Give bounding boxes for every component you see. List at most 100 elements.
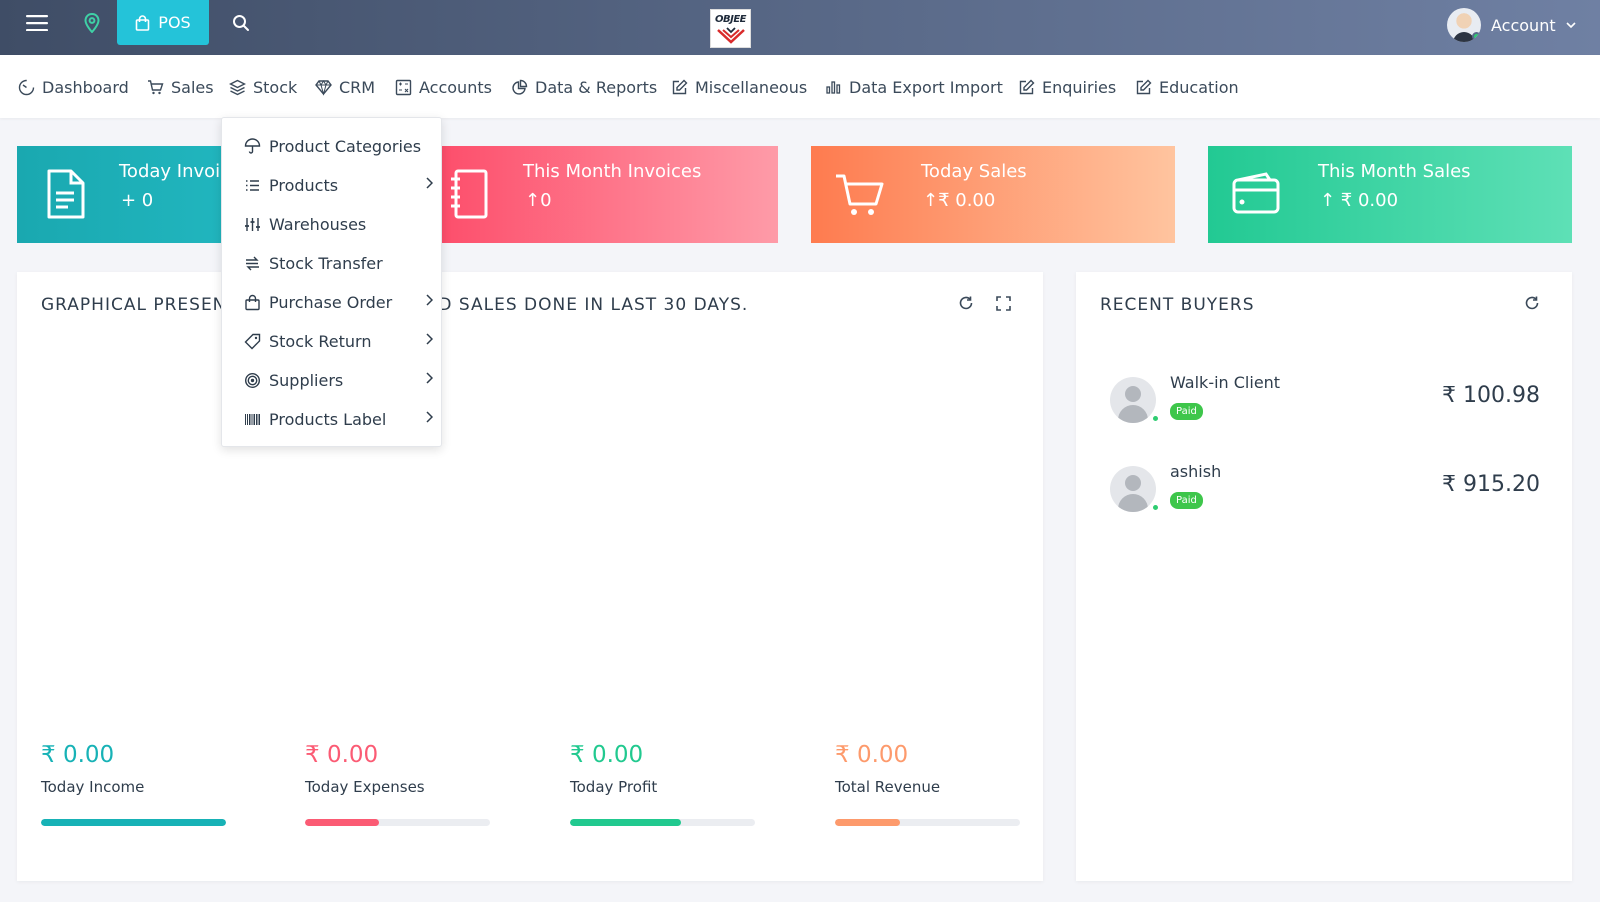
edit-icon (1019, 79, 1035, 94)
card-today-sales: Today Sales ↑₹ 0.00 (811, 146, 1175, 243)
search-icon[interactable] (226, 0, 256, 45)
umbrella-icon (244, 137, 261, 154)
sliders-icon (245, 217, 260, 231)
online-status-dot (1472, 32, 1481, 41)
nav-item-miscellaneous[interactable]: Miscellaneous (671, 75, 807, 99)
calculator-icon (395, 79, 412, 95)
buyer-name: ashish (1170, 462, 1222, 481)
refresh-icon[interactable] (955, 292, 977, 314)
account-label: Account (1491, 15, 1556, 35)
nav-label: Education (1159, 77, 1239, 97)
nav-item-data-export-import[interactable]: Data Export Import (825, 75, 1003, 99)
buyer-name: Walk-in Client (1170, 373, 1281, 392)
chevron-down-icon (1566, 21, 1576, 28)
menu-item-products-label[interactable]: Products Label (244, 407, 439, 431)
menu-label: Products Label (269, 409, 387, 429)
stat-today-profit: ₹ 0.00 Today Profit (570, 742, 755, 826)
card-value: + 0 (121, 190, 154, 211)
hamburger-menu-icon[interactable] (20, 0, 54, 45)
stat-value: ₹ 0.00 (570, 742, 644, 768)
chevron-right-icon (426, 372, 433, 384)
recent-buyers-panel: Recent Buyers Walk-in Client Paid ₹ 100.… (1076, 272, 1572, 881)
chevron-right-icon (426, 177, 433, 189)
progress-bar (570, 819, 755, 826)
logo-text: OBJEE (714, 13, 747, 25)
card-title: This Month Invoices (523, 161, 702, 182)
location-pin-icon[interactable] (76, 0, 108, 45)
stat-label: Today Expenses (305, 778, 425, 796)
account-menu[interactable]: Account (1447, 7, 1576, 43)
card-value: ↑ ₹ 0.00 (1320, 190, 1399, 211)
chevron-right-icon (426, 411, 433, 423)
stock-dropdown-menu: Product Categories Products Warehouses S… (221, 117, 442, 447)
bar-chart-icon (826, 80, 841, 94)
progress-fill (570, 819, 681, 826)
edit-icon (1136, 79, 1152, 94)
document-icon (47, 169, 85, 219)
stat-value: ₹ 0.00 (305, 742, 379, 768)
menu-item-stock-transfer[interactable]: Stock Transfer (244, 251, 439, 275)
card-title: Today Invoices (119, 161, 251, 182)
nav-item-stock[interactable]: Stock (229, 75, 297, 99)
notebook-icon (451, 169, 488, 219)
menu-label: Suppliers (269, 370, 344, 390)
avatar (1110, 466, 1156, 512)
barcode-icon (245, 413, 260, 425)
progress-fill (835, 819, 900, 826)
nav-item-data-reports[interactable]: Data & Reports (511, 75, 657, 99)
diamond-icon (315, 79, 332, 96)
stat-total-revenue: ₹ 0.00 Total Revenue (835, 742, 1020, 826)
menu-label: Stock Return (269, 331, 372, 351)
nav-label: Sales (171, 77, 214, 97)
card-value: ↑0 (525, 190, 552, 211)
chevron-right-icon (426, 333, 433, 345)
chevron-right-icon (426, 294, 433, 306)
card-value: ↑₹ 0.00 (923, 190, 996, 211)
brand-logo[interactable]: OBJEE (710, 9, 751, 48)
menu-item-stock-return[interactable]: Stock Return (244, 329, 439, 353)
stat-today-income: ₹ 0.00 Today Income (41, 742, 226, 826)
nav-label: Enquiries (1042, 77, 1117, 97)
nav-item-enquiries[interactable]: Enquiries (1018, 75, 1116, 99)
main-nav: Dashboard Sales Stock CRM Accounts Data … (0, 55, 1600, 118)
card-title: This Month Sales (1318, 161, 1471, 182)
stat-today-expenses: ₹ 0.00 Today Expenses (305, 742, 490, 826)
menu-label: Product Categories (269, 136, 422, 156)
menu-item-suppliers[interactable]: Suppliers (244, 368, 439, 392)
nav-item-accounts[interactable]: Accounts (395, 75, 492, 99)
stat-value: ₹ 0.00 (41, 742, 115, 768)
list-item[interactable]: Walk-in Client Paid ₹ 100.98 (1110, 373, 1540, 433)
graph-panel: Graphical Presentation of Income and Sal… (17, 272, 1043, 881)
menu-item-products[interactable]: Products (244, 173, 439, 197)
buyer-amount: ₹ 915.20 (1442, 472, 1540, 497)
menu-label: Stock Transfer (269, 253, 383, 273)
list-item[interactable]: ashish Paid ₹ 915.20 (1110, 462, 1540, 522)
menu-item-product-categories[interactable]: Product Categories (244, 134, 439, 158)
stat-value: ₹ 0.00 (835, 742, 909, 768)
top-bar: POS OBJEE Account (0, 0, 1600, 55)
refresh-icon[interactable] (1521, 292, 1543, 314)
target-icon (244, 372, 261, 388)
card-title: Today Sales (921, 161, 1027, 182)
nav-item-education[interactable]: Education (1135, 75, 1239, 99)
bag-icon (135, 14, 150, 31)
pos-button[interactable]: POS (117, 0, 209, 45)
menu-item-warehouses[interactable]: Warehouses (244, 212, 439, 236)
stat-label: Total Revenue (835, 778, 941, 796)
card-month-sales: This Month Sales ↑ ₹ 0.00 (1208, 146, 1572, 243)
status-badge: Paid (1170, 403, 1203, 420)
menu-item-purchase-order[interactable]: Purchase Order (244, 290, 439, 314)
cart-icon (148, 79, 164, 94)
nav-item-crm[interactable]: CRM (315, 75, 375, 99)
nav-label: Data Export Import (849, 77, 1003, 97)
online-status-dot (1151, 414, 1160, 423)
nav-label: Stock (253, 77, 298, 97)
fullscreen-icon[interactable] (992, 292, 1014, 314)
card-month-invoices: This Month Invoices ↑0 (421, 146, 778, 243)
nav-item-dashboard[interactable]: Dashboard (18, 75, 129, 99)
nav-item-sales[interactable]: Sales (147, 75, 214, 99)
menu-label: Purchase Order (269, 292, 393, 312)
nav-label: Miscellaneous (695, 77, 808, 97)
buyer-amount: ₹ 100.98 (1442, 383, 1540, 408)
nav-label: Accounts (419, 77, 492, 97)
